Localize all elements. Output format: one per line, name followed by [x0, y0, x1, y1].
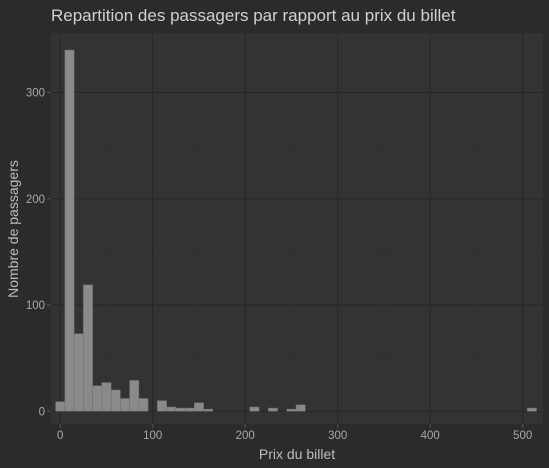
- y-tick-label: 300: [26, 88, 45, 100]
- x-tick-label: 300: [328, 430, 347, 442]
- histogram-bar: [110, 389, 121, 412]
- histogram-bar: [184, 407, 195, 412]
- histogram-bar: [157, 400, 167, 412]
- bars: [55, 49, 537, 412]
- x-tick-label: 0: [57, 430, 63, 442]
- tick-labels: 0 100 200 300 400 500 0 100 200 300: [26, 88, 532, 443]
- histogram-bar: [101, 382, 112, 412]
- y-tick-label: 0: [39, 406, 45, 418]
- y-tick-label: 100: [26, 300, 45, 312]
- plot-panel: [51, 33, 543, 424]
- x-tick-label: 200: [236, 430, 255, 442]
- x-axis-label: Prix du billet: [259, 446, 335, 462]
- histogram-bar: [83, 284, 93, 412]
- histogram-bar: [295, 404, 306, 412]
- histogram-bar: [194, 402, 204, 412]
- histogram-bar: [92, 385, 103, 412]
- histogram-bar: [64, 49, 75, 412]
- histogram-bar: [249, 406, 260, 412]
- x-tick-label: 100: [143, 430, 162, 442]
- histogram-bar: [120, 398, 130, 412]
- y-axis-label: Nombre de passagers: [5, 160, 21, 298]
- x-tick-label: 400: [421, 430, 440, 442]
- histogram-bar: [268, 407, 278, 412]
- chart-title: Repartition des passagers par rapport au…: [51, 6, 456, 25]
- histogram-bar: [166, 406, 177, 412]
- histogram-bar: [286, 408, 297, 412]
- grid-lines: [51, 33, 543, 424]
- histogram-bar: [73, 333, 84, 412]
- histogram-bar: [55, 401, 66, 412]
- histogram-bar: [175, 407, 186, 412]
- x-tick-label: 500: [513, 430, 532, 442]
- histogram-bar: [527, 407, 537, 412]
- y-tick-label: 200: [26, 194, 45, 206]
- histogram-bar: [138, 398, 149, 412]
- histogram-bar: [203, 408, 214, 412]
- histogram-bar: [129, 380, 140, 412]
